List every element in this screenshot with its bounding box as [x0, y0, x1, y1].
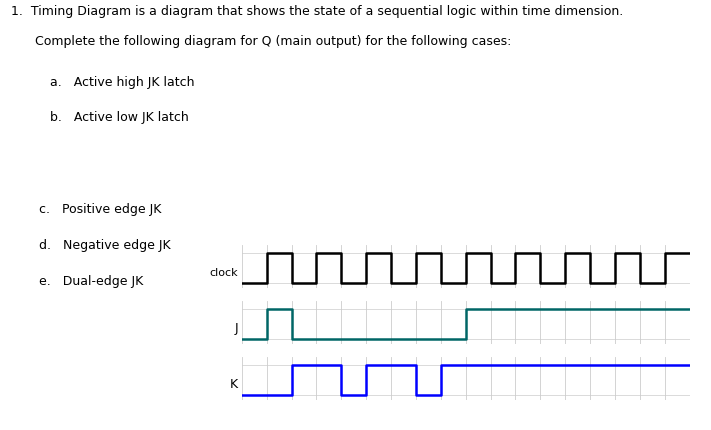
- Text: clock: clock: [210, 268, 238, 278]
- Text: J: J: [235, 322, 238, 335]
- Text: c.   Positive edge JK: c. Positive edge JK: [39, 203, 161, 216]
- Text: b.   Active low JK latch: b. Active low JK latch: [50, 111, 188, 124]
- Text: a.   Active high JK latch: a. Active high JK latch: [50, 77, 194, 89]
- Text: e.   Dual-edge JK: e. Dual-edge JK: [39, 275, 144, 288]
- Text: Complete the following diagram for Q (main output) for the following cases:: Complete the following diagram for Q (ma…: [11, 35, 511, 48]
- Text: d.   Negative edge JK: d. Negative edge JK: [39, 239, 171, 252]
- Text: 1.  Timing Diagram is a diagram that shows the state of a sequential logic withi: 1. Timing Diagram is a diagram that show…: [11, 5, 623, 18]
- Text: K: K: [230, 378, 238, 391]
